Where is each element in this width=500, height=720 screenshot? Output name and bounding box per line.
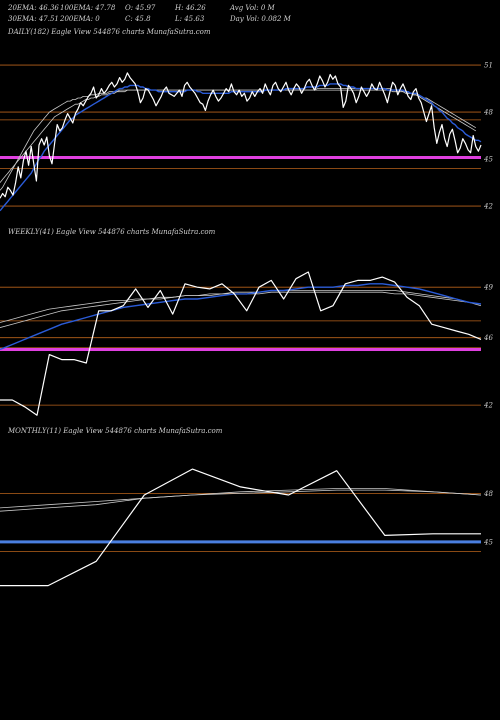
weekly-ema-short-line (0, 283, 482, 351)
daily-price-line (0, 72, 482, 199)
weekly-tick-label: 46 (483, 334, 493, 342)
ema200-readout: 200EMA: 0 (60, 15, 100, 23)
weekly-support-band (0, 348, 481, 352)
open-readout: O: 45.97 (125, 4, 156, 12)
weekly-ema-mid-line (0, 291, 482, 323)
daily-support-band (0, 156, 481, 159)
avg-vol-readout: Avg Vol: 0 M (230, 4, 275, 12)
high-readout: H: 46.26 (175, 4, 206, 12)
day-vol-readout: Day Vol: 0.082 M (230, 15, 291, 23)
ema30-readout: 30EMA: 47.51 (8, 15, 59, 23)
weekly-ema-long-line (0, 290, 482, 328)
daily-panel-label: DAILY(182) Eagle View 544876 charts Muna… (8, 28, 211, 36)
monthly-ema-short-line (0, 488, 482, 512)
close-readout: C: 45.8 (125, 15, 151, 23)
monthly-price-line (0, 468, 481, 587)
monthly-panel-label: MONTHLY(11) Eagle View 544876 charts Mun… (8, 427, 223, 435)
daily-ema-short-line (0, 83, 482, 212)
daily-tick-label: 42 (483, 203, 493, 211)
low-readout: L: 45.63 (175, 15, 205, 23)
daily-ema-mid-line (0, 88, 477, 191)
daily-tick-label: 51 (484, 62, 493, 70)
monthly-support-band (0, 540, 481, 544)
daily-tick-label: 48 (483, 109, 493, 117)
weekly-panel-label: WEEKLY(41) Eagle View 544876 charts Muna… (8, 228, 216, 236)
weekly-tick-label: 42 (483, 402, 493, 410)
weekly-tick-label: 49 (483, 284, 493, 292)
monthly-ema-long-line (0, 489, 482, 509)
monthly-tick-label: 48 (483, 490, 493, 498)
monthly-tick-label: 45 (483, 538, 493, 546)
daily-tick-label: 45 (483, 156, 493, 164)
ema100-readout: 100EMA: 47.78 (60, 4, 116, 12)
ema20-readout: 20EMA: 46.36 (8, 4, 59, 12)
weekly-price-line (0, 271, 482, 416)
